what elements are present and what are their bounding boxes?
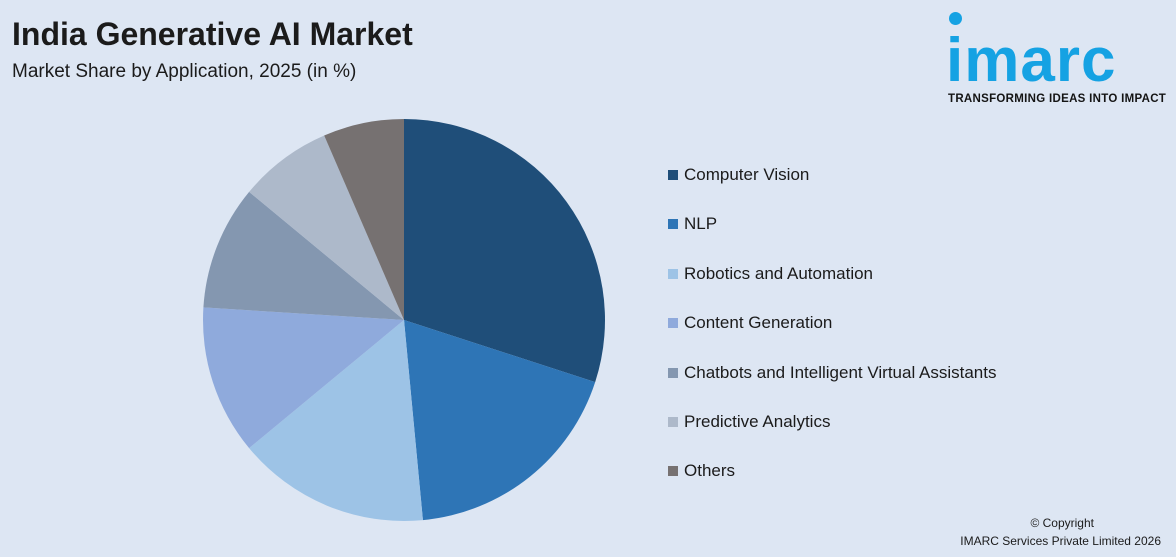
legend-item: Content Generation [668,312,996,334]
pie-slice-nlp [404,320,596,521]
legend-item: Predictive Analytics [668,411,996,433]
legend-label: Robotics and Automation [684,263,874,283]
chart-title: India Generative AI Market [12,16,413,52]
legend-label: Predictive Analytics [684,411,831,431]
legend-label: Chatbots and Intelligent Virtual Assista… [684,362,997,382]
pie-slice-robotics-and-automation [249,320,423,522]
legend-label: Content Generation [684,313,833,333]
legend-item: Robotics and Automation [668,263,996,285]
legend-item: Chatbots and Intelligent Virtual Assista… [668,362,996,384]
pie-slice-predictive-analytics [249,135,404,320]
legend-swatch [668,367,678,378]
pie-slice-content-generation [203,307,404,449]
legend-item: NLP [668,213,996,235]
imarc-logo: imarc TRANSFORMING IDEAS INTO IMPACT [946,12,1171,108]
legend-swatch [668,416,678,427]
logo-wordmark: imarc [946,26,1117,95]
pie-slice-others [324,119,404,320]
legend-swatch [668,170,678,180]
chart-subtitle: Market Share by Application, 2025 (in %) [12,61,357,82]
copyright-text: © Copyright [1030,516,1094,530]
legend-item: Others [668,460,996,482]
legend-label: NLP [684,214,718,234]
legend-swatch [668,466,678,477]
legend-swatch [668,318,678,329]
logo-tagline: TRANSFORMING IDEAS INTO IMPACT [948,93,1167,105]
legend-item: Computer Vision [668,164,996,186]
pie-slice-chatbots-and-intelligent-virtual-assistants [203,191,404,320]
pie-chart [203,119,605,522]
legend-label: Computer Vision [684,165,810,184]
company-credit: IMARC Services Private Limited 2026 [960,534,1161,548]
legend-swatch [668,268,678,279]
chart-legend: Computer Vision NLP Robotics and Automatio… [668,164,996,510]
legend-swatch [668,219,678,230]
legend-label: Others [684,461,736,481]
logo-dot-icon [949,12,962,25]
pie-slice-computer-vision [404,119,605,383]
